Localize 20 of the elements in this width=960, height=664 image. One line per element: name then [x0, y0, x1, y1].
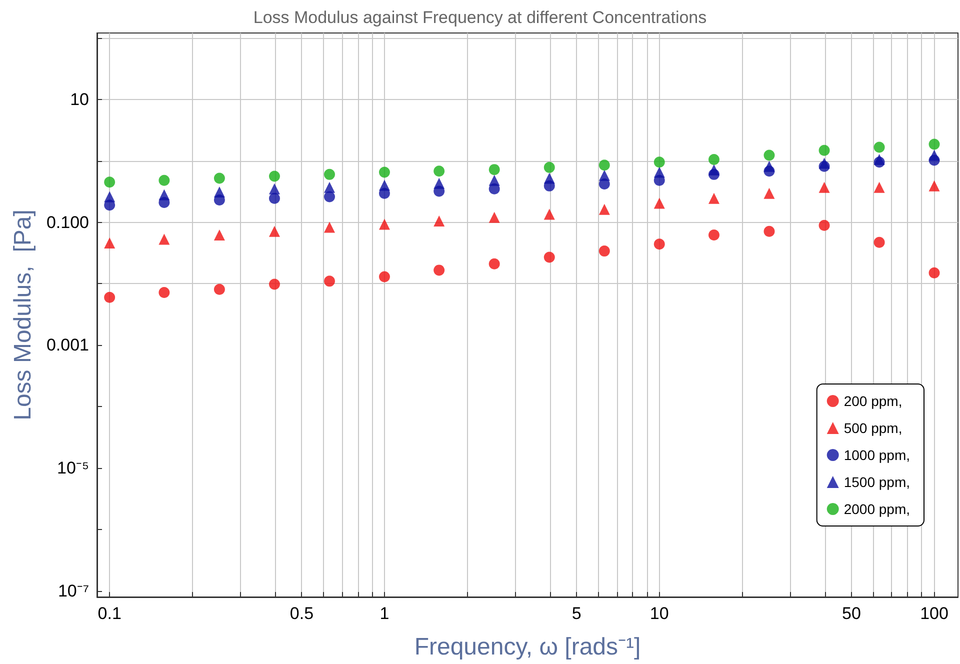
chart-title: Loss Modulus against Frequency at different Concentrations — [253, 8, 707, 27]
legend-label: 1000 ppm, — [844, 447, 910, 463]
y-tick-label: 0.001 — [46, 336, 89, 355]
y-tick-label: 0.100 — [46, 212, 89, 232]
legend-label: 2000 ppm, — [844, 501, 910, 517]
x-tick-label: 100 — [920, 604, 948, 623]
x-axis-title: Frequency, ω [rads⁻¹] — [414, 634, 641, 660]
x-tick-label: 0.5 — [290, 604, 314, 623]
legend-label: 200 ppm, — [844, 393, 902, 409]
x-tick-label: 1 — [380, 604, 390, 623]
x-tick-label: 0.1 — [98, 604, 122, 623]
x-tick-label: 5 — [572, 604, 582, 623]
y-tick-label: 10⁻⁷ — [58, 582, 89, 601]
y-tick-label: 10⁻⁵ — [57, 458, 89, 478]
x-tick-label: 50 — [842, 604, 861, 623]
x-tick-label: 10 — [650, 604, 669, 623]
y-tick-label: 10 — [70, 90, 89, 109]
y-axis-title: Loss Modulus, [Pa] — [10, 210, 36, 420]
legend-label: 500 ppm, — [844, 420, 902, 436]
legend-label: 1500 ppm, — [844, 474, 910, 490]
